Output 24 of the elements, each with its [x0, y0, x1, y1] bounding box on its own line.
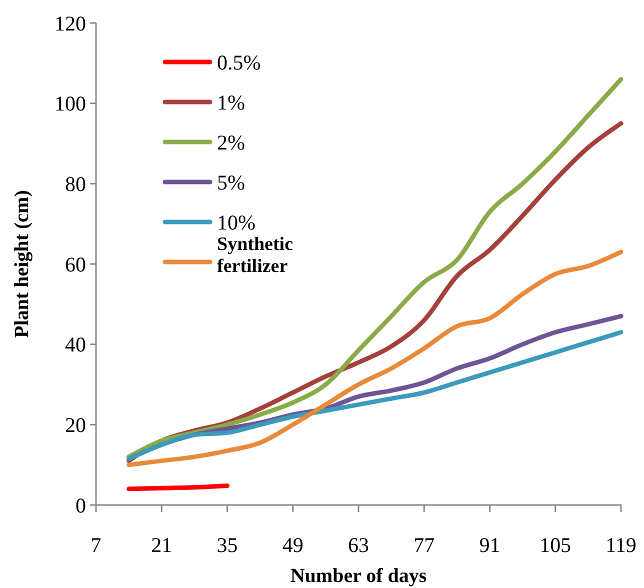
x-tick-label: 49 — [282, 533, 304, 557]
y-axis-title: Plant height (cm) — [11, 190, 33, 338]
x-tick-label: 77 — [414, 533, 435, 557]
x-tick-label: 21 — [151, 533, 172, 557]
y-tick-label: 80 — [65, 172, 86, 196]
legend-label: Synthetic fertilizer — [217, 234, 293, 277]
y-tick-label: 100 — [54, 92, 86, 116]
x-axis-title: Number of days — [290, 565, 427, 587]
legend-label: 10% — [217, 210, 256, 234]
x-tick-label: 91 — [479, 533, 500, 557]
y-tick-label: 60 — [65, 252, 86, 276]
legend-label: 0.5% — [217, 50, 261, 74]
y-tick-label: 120 — [54, 11, 86, 36]
x-tick-label: 105 — [540, 533, 572, 557]
y-tick-label: 40 — [65, 332, 86, 357]
x-tick-label: 119 — [606, 533, 636, 557]
y-tick-label: 0 — [76, 493, 86, 518]
x-tick-label: 63 — [348, 533, 369, 557]
legend-label: 2% — [217, 130, 245, 154]
x-tick-label: 35 — [216, 533, 238, 557]
legend-label: 1% — [217, 90, 245, 114]
y-tick-label: 20 — [65, 413, 86, 438]
x-tick-label: 7 — [90, 533, 102, 557]
legend-label: 5% — [217, 170, 245, 194]
